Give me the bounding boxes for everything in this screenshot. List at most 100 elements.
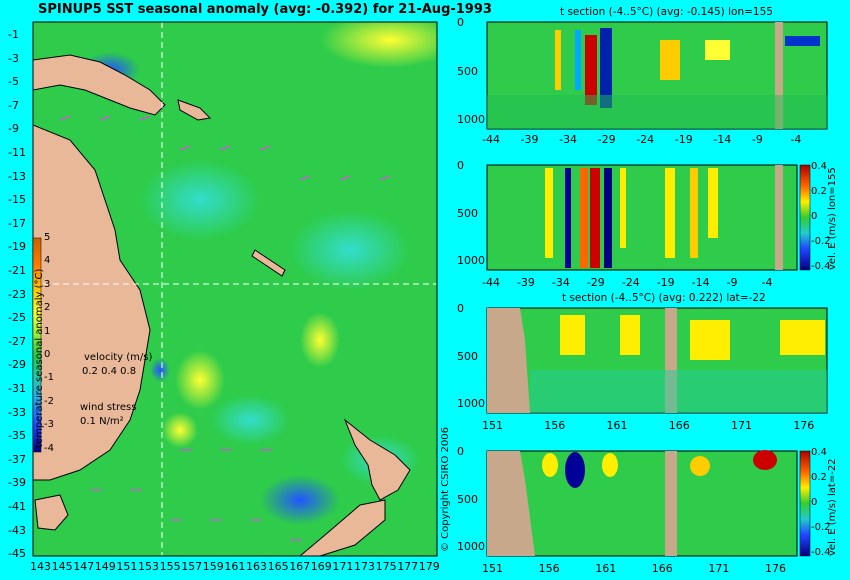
panel-3-y-tick: 0: [457, 302, 464, 315]
map-y-tick: -27: [8, 334, 26, 348]
map-x-tick: 143: [30, 560, 51, 573]
main-colorbar-tick: -1: [44, 372, 54, 384]
map-y-tick: -11: [8, 146, 26, 159]
map-x-tick: 165: [267, 560, 289, 573]
map-y-tick: -31: [8, 382, 26, 395]
sst-map: [33, 22, 437, 556]
map-y-tick: -25: [8, 311, 26, 325]
map-x-tick: 157: [181, 560, 203, 573]
map-y-tick: -13: [8, 169, 26, 183]
panel-3-x-tick: 151: [482, 419, 503, 432]
map-x-tick: 173: [354, 560, 375, 573]
map-y-tick: -9: [8, 122, 19, 136]
panel-2-x-tick: -19: [656, 276, 675, 289]
panel-2-x-tick: -24: [621, 276, 640, 289]
panel-2-colorbar-tick: 0.4: [811, 161, 827, 172]
panel-2-x-tick: -14: [691, 276, 710, 289]
panel-4-x-tick: 156: [538, 562, 560, 575]
panel-4-x-tick: 161: [595, 562, 617, 575]
panel-4: [486, 450, 811, 557]
panel-1-y-tick: 1000: [457, 113, 485, 126]
panel-4-colorbar-tick: -0.4: [811, 547, 831, 558]
map-y-tick: -29: [8, 358, 26, 372]
panel-4-colorbar-tick: 0.4: [811, 447, 827, 458]
panel-2-x-tick: -34: [551, 276, 570, 289]
panel-2-y-tick: 500: [457, 206, 478, 220]
panel-4-x-tick: 176: [765, 562, 787, 575]
main-colorbar-tick: 0: [44, 349, 51, 360]
main-title: SPINUP5 SST seasonal anomaly (avg: -0.39…: [38, 2, 492, 17]
map-y-tick: -1: [8, 28, 19, 41]
panel-2-y-tick: 1000: [457, 254, 485, 267]
panel-4-y-tick: 500: [457, 492, 478, 506]
panel-1-x-tick: -34: [559, 133, 578, 146]
wind-legend-scale: 0.1 N/m²: [80, 416, 124, 427]
panel-2-colorbar-tick: 0: [811, 211, 818, 222]
map-x-tick: 171: [332, 560, 354, 573]
map-y-tick: -45: [8, 547, 26, 561]
map-x-tick: 155: [159, 560, 181, 573]
panel-3-x-tick: 171: [731, 419, 753, 432]
velocity-legend-label: velocity (m/s): [84, 352, 153, 363]
map-x-tick: 159: [202, 560, 224, 573]
map-x-tick: 177: [397, 560, 419, 573]
panel-1-x-tick: -24: [636, 133, 655, 146]
map-x-tick: 167: [289, 560, 311, 573]
map-y-tick: -19: [8, 240, 26, 254]
map-y-tick: -33: [8, 405, 26, 419]
panel-1-x-tick: -29: [597, 133, 616, 146]
wind-stress-arrows: [59, 115, 391, 541]
map-x-tick: 145: [51, 560, 73, 573]
panel-2-colorbar-label: vel. E (m/s) lon=155: [827, 167, 838, 270]
main-colorbar-tick: 1: [44, 325, 51, 337]
panel-3-title: t section (-4..5°C) (avg: 0.222) lat=-22: [562, 292, 766, 304]
main-colorbar-tick: 2: [44, 302, 51, 314]
map-x-tick: 179: [418, 560, 440, 573]
panel-4-y-tick: 1000: [457, 540, 485, 553]
panel-1-x-tick: -9: [751, 133, 763, 146]
panel-3-x-tick: 161: [606, 419, 628, 432]
main-colorbar-tick: -4: [44, 442, 54, 454]
panel-3-y-tick: 500: [457, 349, 478, 363]
panel-2-y-tick: 0: [457, 159, 464, 172]
panel-2-colorbar-tick: 0.2: [811, 186, 827, 197]
panel-4-y-tick: 0: [457, 445, 464, 458]
main-colorbar-tick: 5: [44, 232, 51, 243]
main-colorbar: [32, 237, 42, 453]
map-x-tick: 149: [94, 560, 116, 573]
panel-4-x-tick: 151: [482, 562, 503, 575]
map-x-tick: 153: [138, 560, 159, 573]
map-x-tick: 169: [310, 560, 332, 573]
panel-3-x-tick: 156: [544, 419, 566, 432]
panel-4-colorbar-label: vel. E (m/s) lat=-22: [827, 458, 838, 556]
map-y-tick: -21: [8, 264, 26, 277]
map-y-tick: -37: [8, 452, 26, 466]
map-x-tick: 175: [375, 560, 397, 573]
panel-3-x-tick: 176: [793, 419, 815, 432]
panel-1-x-tick: -39: [520, 133, 539, 146]
map-x-tick: 151: [116, 560, 138, 573]
panel-1: [486, 21, 828, 130]
panel-2: [486, 164, 811, 271]
wind-legend-label: wind stress: [80, 402, 137, 413]
map-y-tick: -3: [8, 51, 19, 65]
map-y-tick: -43: [8, 523, 26, 537]
panel-1-x-tick: -4: [790, 133, 802, 146]
panel-1-y-tick: 500: [457, 64, 478, 78]
main-colorbar-label: temperature seasonal anomaly (°C): [34, 268, 45, 448]
panel-4-colorbar-tick: 0.2: [811, 472, 827, 483]
main-colorbar-tick: -2: [44, 395, 54, 407]
panel-1-title: t section (-4..5°C) (avg: -0.145) lon=15…: [560, 6, 773, 18]
map-y-tick: -5: [8, 75, 19, 89]
map-y-tick: -35: [8, 429, 26, 443]
main-colorbar-tick: 4: [44, 255, 51, 267]
panel-1-x-tick: -19: [674, 133, 693, 146]
map-x-tick: 163: [246, 560, 267, 573]
panel-2-x-tick: -39: [516, 276, 535, 289]
panel-2-x-tick: -4: [761, 276, 773, 289]
panel-2-colorbar-tick: -0.4: [811, 261, 831, 272]
velocity-legend-scale: 0.2 0.4 0.8: [82, 366, 137, 377]
main-colorbar-tick: -3: [44, 419, 54, 431]
copyright-text: © Copyright CSIRO 2006: [440, 427, 451, 552]
map-y-tick: -23: [8, 287, 26, 301]
